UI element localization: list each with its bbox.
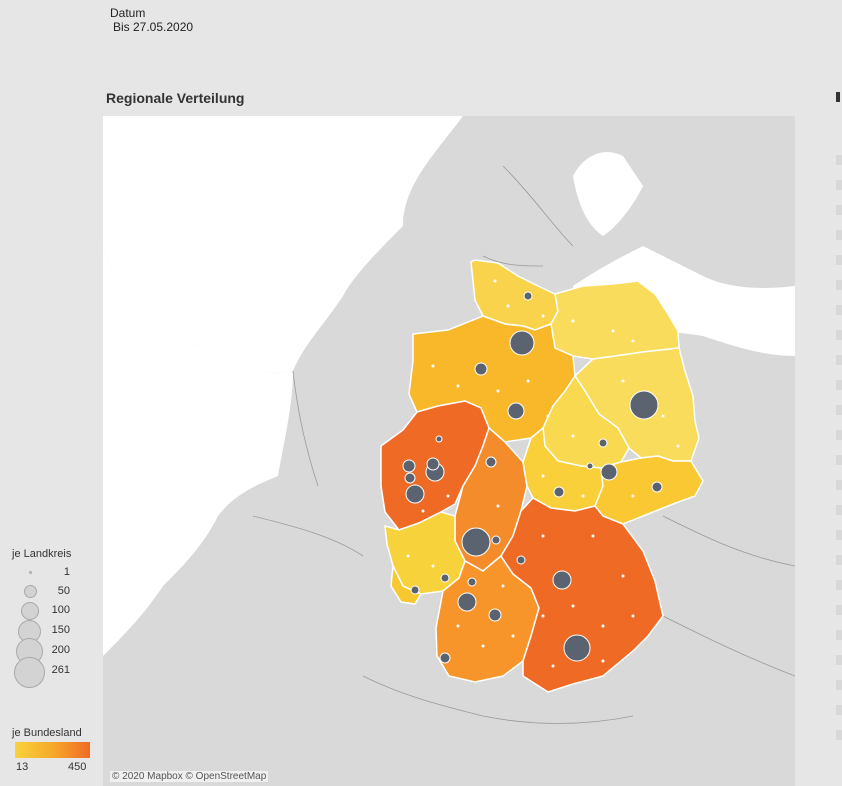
adjacent-panel-row [836,555,842,565]
adjacent-panel-row [836,630,842,640]
adjacent-panel-row [836,255,842,265]
size-legend-label: 150 [51,624,70,636]
filter-title: Datum [110,6,146,20]
district-bubble-saarbruecken[interactable] [410,585,420,595]
size-legend-circle [24,585,37,598]
sea-west [103,246,293,586]
district-bubble-hamburg[interactable] [509,330,535,356]
adjacent-panel-row [836,330,842,340]
adjacent-panel-row [836,380,842,390]
size-legend-circle [21,602,39,620]
adjacent-panel-row [836,680,842,690]
color-legend-ramp [15,742,90,758]
district-bubble-leipzig[interactable] [600,463,618,481]
district-bubble-koeln[interactable] [405,484,425,504]
map-canvas[interactable]: Schleswig-Holstein Mecklenburg-Vorpommer… [103,116,795,786]
state-saarland[interactable]: Saarland [390,563,423,605]
district-bubble-schweinfurt[interactable] [516,555,526,565]
color-legend-min: 13 [16,761,29,773]
adjacent-panel-row [836,605,842,615]
map-view[interactable]: Schleswig-Holstein Mecklenburg-Vorpommer… [103,116,795,786]
district-bubble-kiel[interactable] [523,291,533,301]
district-bubble-duesseldorf[interactable] [402,459,416,473]
filter-value[interactable]: Bis 27.05.2020 [113,20,194,34]
adjacent-panel-row [836,530,842,540]
district-bubble-mannheim[interactable] [467,577,477,587]
adjacent-panel-row [836,480,842,490]
district-bubble-hannover[interactable] [507,402,525,420]
size-legend-title: je Landkreis [12,548,72,560]
adjacent-panel-row [836,430,842,440]
district-dots [406,279,680,668]
adjacent-panel-row [836,580,842,590]
adjacent-panel-row [836,305,842,315]
kattegat [573,152,643,236]
adjacent-panel-row [836,405,842,415]
district-bubble-magdeburg[interactable] [598,438,608,448]
north-sea [103,116,463,373]
district-bubble-kassel[interactable] [485,456,497,468]
size-legend-label: 200 [51,644,70,656]
size-legend-label: 50 [57,585,70,597]
district-bubble-kaiserslautern[interactable] [440,573,450,583]
state-bayern[interactable]: Bayern [500,497,664,693]
adjacent-panel-row [836,455,842,465]
district-bubble-halle[interactable] [586,462,594,470]
adjacent-panel-row [836,505,842,515]
size-legend-item: 1 [0,566,100,586]
adjacent-panel-row [836,205,842,215]
adjacent-panel-row [836,180,842,190]
adjacent-panel-row [836,730,842,740]
size-legend-circle [14,657,45,688]
district-bubble-muenchen[interactable] [563,634,591,662]
adjacent-panel-row [836,655,842,665]
district-bubble-erfurt[interactable] [553,486,565,498]
size-legend-label: 100 [51,604,70,616]
country-borders [252,165,795,724]
district-bubble-frankfurt[interactable] [461,527,491,557]
color-legend-title: je Bundesland [12,727,82,739]
channel [103,586,163,656]
district-bubble-nuernberg[interactable] [552,570,572,590]
size-legend-item: 150 [0,620,100,644]
size-legend-item: 200 [0,638,100,665]
section-title: Regionale Verteilung [106,90,245,106]
bubble-layer [402,291,663,664]
district-bubble-karlsruhe[interactable] [457,592,477,612]
district-bubble-berlin[interactable] [629,390,659,420]
district-bubble-wuerzburg[interactable] [491,535,501,545]
district-bubble-bremen[interactable] [474,362,488,376]
adjacent-panel-row [836,355,842,365]
size-legend-label: 1 [63,566,70,578]
district-bubble-dresden[interactable] [651,481,663,493]
district-bubble-stuttgart[interactable] [488,608,502,622]
size-legend-circle [29,571,32,574]
size-legend-item: 50 [0,585,100,605]
adjacent-panel-row [836,155,842,165]
district-bubble-muenster[interactable] [404,472,416,484]
adjacent-panel-row [836,705,842,715]
size-legend-item: 261 [0,657,100,688]
color-legend-max: 450 [68,761,87,773]
adjacent-panel-title-fragment [836,92,840,102]
adjacent-panel-row [836,280,842,290]
district-bubble-freiburg[interactable] [439,652,451,664]
size-legend-item: 100 [0,602,100,624]
map-attribution[interactable]: © 2020 Mapbox © OpenStreetMap [110,771,269,782]
size-legend-label: 261 [51,664,70,676]
adjacent-panel-row [836,230,842,240]
district-bubble-dortmund[interactable] [426,457,440,471]
district-bubble-bielefeld[interactable] [435,435,443,443]
baltic-sea [573,246,795,356]
adjacent-panel-edge [836,0,842,786]
